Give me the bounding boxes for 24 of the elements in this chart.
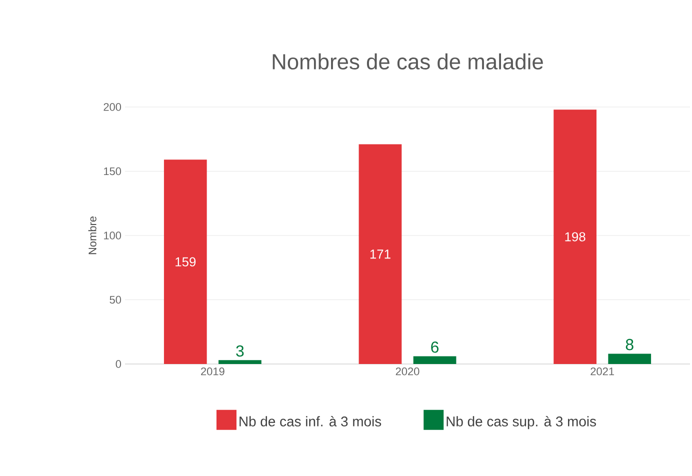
bar (218, 360, 262, 364)
y-tick-label: 50 (110, 296, 122, 304)
y-tick-label: 200 (104, 103, 122, 111)
y-tick-label: 0 (116, 360, 122, 368)
bar (413, 356, 456, 364)
data-label: 159 (176, 257, 196, 266)
data-label: 6 (431, 341, 439, 353)
chart-title: Nombres de cas de maladie (272, 53, 543, 70)
bar (164, 160, 207, 364)
bar (608, 354, 652, 364)
y-tick-label: 100 (104, 232, 122, 240)
y-tick-label: 150 (104, 167, 122, 176)
data-label: 198 (565, 232, 586, 242)
data-label: 171 (370, 250, 390, 259)
y-axis-title: Nombre (88, 216, 96, 254)
x-tick-label: 2021 (590, 368, 614, 376)
bar (358, 144, 402, 364)
x-tick-label: 2020 (396, 368, 420, 376)
x-tick-label: 2019 (201, 368, 224, 376)
data-label: 3 (236, 345, 244, 357)
legend-label: Nb de cas sup. à 3 mois (446, 416, 596, 430)
data-label: 8 (626, 338, 634, 350)
legend-label: Nb de cas inf. à 3 mois (240, 416, 382, 426)
bar (554, 110, 596, 364)
